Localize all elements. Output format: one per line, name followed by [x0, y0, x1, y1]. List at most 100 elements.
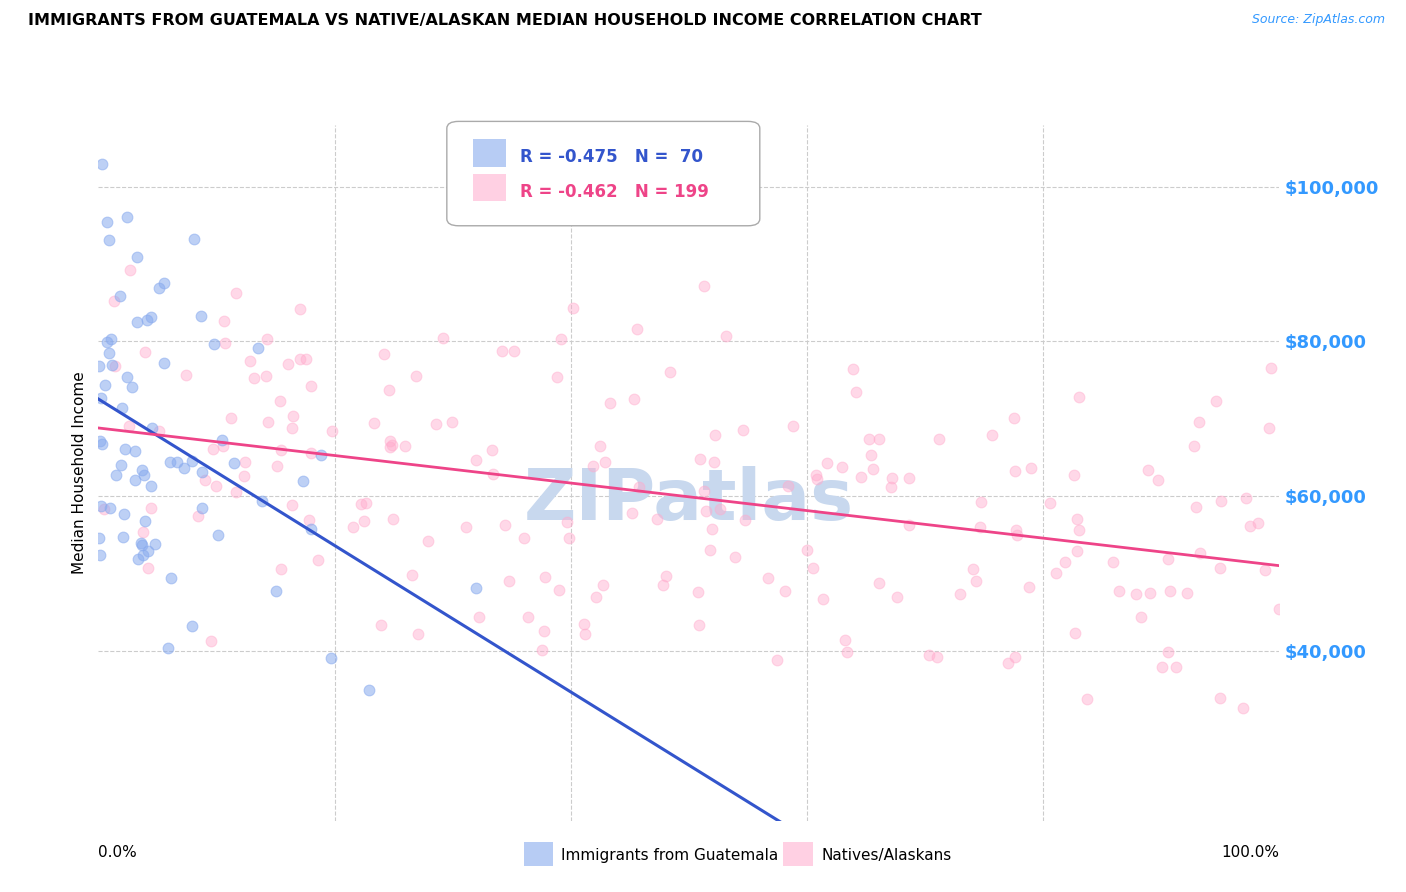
Point [709, 501, 731, 516]
Point [416, 533, 439, 548]
Point [257, 415, 280, 429]
Point [270, 562, 292, 576]
Point [627, 480, 650, 494]
Point [962, 561, 984, 575]
Point [114, 442, 136, 456]
Point [835, 645, 858, 659]
Point [981, 428, 1004, 442]
Point [254, 369, 277, 384]
Point [105, 468, 128, 483]
Point [108, 289, 131, 303]
Point [93, 378, 115, 392]
Text: R = -0.462   N = 199: R = -0.462 N = 199 [520, 183, 709, 201]
Point [593, 455, 616, 469]
Point [693, 279, 716, 293]
Point [1211, 494, 1233, 508]
Text: Immigrants from Guatemala: Immigrants from Guatemala [561, 848, 779, 863]
Y-axis label: Median Household Income: Median Household Income [72, 371, 87, 574]
Point [224, 456, 246, 470]
Point [796, 543, 818, 558]
Text: Source: ZipAtlas.com: Source: ZipAtlas.com [1251, 13, 1385, 27]
Point [111, 401, 134, 416]
Point [454, 520, 477, 534]
Point [180, 454, 202, 468]
Point [96, 335, 118, 350]
Point [886, 590, 908, 604]
Point [776, 479, 799, 493]
Point [806, 472, 828, 486]
Point [699, 542, 721, 557]
Point [849, 470, 872, 484]
Point [815, 456, 838, 470]
Point [688, 618, 710, 632]
Point [868, 575, 890, 590]
Point [834, 633, 856, 648]
Point [695, 503, 717, 517]
Point [134, 345, 156, 359]
Point [997, 657, 1019, 671]
Point [191, 465, 214, 479]
Point [307, 553, 329, 567]
Point [299, 522, 322, 536]
Point [373, 347, 395, 361]
Point [90, 437, 112, 451]
Point [125, 250, 148, 264]
Point [925, 650, 948, 665]
Point [621, 506, 644, 520]
Point [131, 463, 153, 477]
Point [246, 341, 269, 355]
Point [349, 497, 371, 511]
Bar [472, 174, 506, 202]
Point [353, 514, 375, 528]
Point [928, 432, 950, 446]
Point [1185, 500, 1208, 515]
Point [1189, 546, 1212, 560]
Point [645, 512, 668, 526]
Point [880, 480, 903, 494]
Bar [783, 841, 813, 866]
Point [1066, 512, 1088, 526]
Text: ZIPatlas: ZIPatlas [524, 467, 853, 535]
Point [97, 346, 120, 360]
Point [125, 315, 148, 329]
Point [207, 528, 229, 542]
Point [1005, 528, 1028, 542]
Point [290, 301, 312, 316]
Point [141, 500, 163, 515]
Point [1002, 410, 1025, 425]
Point [1209, 561, 1232, 575]
Point [811, 591, 834, 606]
Point [969, 520, 991, 534]
Point [301, 379, 323, 393]
Point [299, 446, 322, 460]
Bar [472, 139, 506, 167]
Point [160, 571, 183, 585]
Point [406, 627, 429, 641]
Point [381, 512, 404, 526]
Point [561, 301, 583, 315]
Point [214, 336, 236, 351]
Point [394, 439, 416, 453]
FancyBboxPatch shape [447, 121, 759, 226]
Point [243, 370, 266, 384]
Point [190, 310, 212, 324]
Point [831, 459, 853, 474]
Point [513, 531, 536, 545]
Point [143, 537, 166, 551]
Point [91, 156, 114, 170]
Point [965, 574, 987, 588]
Point [845, 384, 868, 399]
Point [558, 531, 581, 545]
Point [1157, 644, 1180, 658]
Point [862, 462, 884, 476]
Point [174, 368, 197, 382]
Point [159, 455, 181, 469]
Point [498, 574, 520, 588]
Point [401, 568, 423, 582]
Point [585, 590, 607, 604]
Point [1066, 544, 1088, 558]
Point [101, 358, 124, 372]
Point [531, 643, 554, 657]
Point [204, 478, 226, 492]
Point [1018, 580, 1040, 594]
